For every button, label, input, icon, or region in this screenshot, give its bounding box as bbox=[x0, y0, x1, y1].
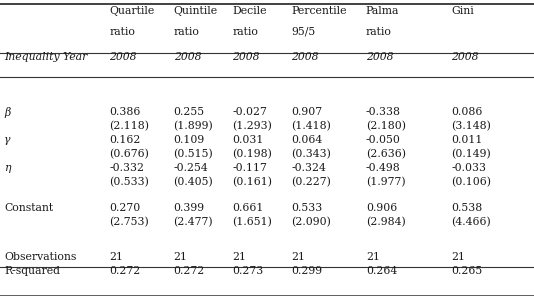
Text: (1.418): (1.418) bbox=[291, 121, 331, 131]
Text: η: η bbox=[4, 163, 11, 173]
Text: ratio: ratio bbox=[366, 27, 391, 37]
Text: Gini: Gini bbox=[451, 6, 474, 16]
Text: 2008: 2008 bbox=[174, 52, 201, 62]
Text: (1.977): (1.977) bbox=[366, 177, 405, 187]
Text: 0.109: 0.109 bbox=[174, 135, 205, 145]
Text: 2008: 2008 bbox=[232, 52, 260, 62]
Text: 2008: 2008 bbox=[451, 52, 478, 62]
Text: 0.255: 0.255 bbox=[174, 107, 205, 117]
Text: Decile: Decile bbox=[232, 6, 267, 16]
Text: 0.162: 0.162 bbox=[109, 135, 141, 145]
Text: Quintile: Quintile bbox=[174, 6, 218, 16]
Text: 0.272: 0.272 bbox=[174, 266, 205, 276]
Text: Palma: Palma bbox=[366, 6, 399, 16]
Text: ratio: ratio bbox=[174, 27, 199, 37]
Text: 0.265: 0.265 bbox=[451, 266, 483, 276]
Text: -0.050: -0.050 bbox=[366, 135, 400, 145]
Text: -0.338: -0.338 bbox=[366, 107, 401, 117]
Text: (0.149): (0.149) bbox=[451, 149, 491, 159]
Text: (0.161): (0.161) bbox=[232, 177, 272, 187]
Text: (4.466): (4.466) bbox=[451, 217, 491, 227]
Text: 0.386: 0.386 bbox=[109, 107, 141, 117]
Text: -0.332: -0.332 bbox=[109, 163, 145, 173]
Text: (2.118): (2.118) bbox=[109, 121, 150, 131]
Text: (2.636): (2.636) bbox=[366, 149, 406, 159]
Text: 0.538: 0.538 bbox=[451, 203, 483, 213]
Text: -0.033: -0.033 bbox=[451, 163, 486, 173]
Text: (0.676): (0.676) bbox=[109, 149, 150, 159]
Text: 0.906: 0.906 bbox=[366, 203, 397, 213]
Text: (2.477): (2.477) bbox=[174, 217, 213, 227]
Text: Quartile: Quartile bbox=[109, 6, 155, 16]
Text: 0.399: 0.399 bbox=[174, 203, 205, 213]
Text: 2008: 2008 bbox=[366, 52, 393, 62]
Text: (0.515): (0.515) bbox=[174, 149, 213, 159]
Text: β: β bbox=[4, 107, 11, 118]
Text: 0.661: 0.661 bbox=[232, 203, 264, 213]
Text: (0.533): (0.533) bbox=[109, 177, 150, 187]
Text: (0.198): (0.198) bbox=[232, 149, 272, 159]
Text: 0.031: 0.031 bbox=[232, 135, 264, 145]
Text: 0.273: 0.273 bbox=[232, 266, 264, 276]
Text: (2.180): (2.180) bbox=[366, 121, 406, 131]
Text: 0.272: 0.272 bbox=[109, 266, 141, 276]
Text: (0.227): (0.227) bbox=[291, 177, 331, 187]
Text: 21: 21 bbox=[366, 252, 380, 262]
Text: ratio: ratio bbox=[109, 27, 135, 37]
Text: Percentile: Percentile bbox=[291, 6, 347, 16]
Text: -0.254: -0.254 bbox=[174, 163, 208, 173]
Text: (2.090): (2.090) bbox=[291, 217, 331, 227]
Text: (1.899): (1.899) bbox=[174, 121, 213, 131]
Text: -0.117: -0.117 bbox=[232, 163, 267, 173]
Text: (0.343): (0.343) bbox=[291, 149, 331, 159]
Text: 21: 21 bbox=[291, 252, 305, 262]
Text: (2.984): (2.984) bbox=[366, 217, 405, 227]
Text: (2.753): (2.753) bbox=[109, 217, 149, 227]
Text: 21: 21 bbox=[174, 252, 187, 262]
Text: 21: 21 bbox=[451, 252, 465, 262]
Text: 0.086: 0.086 bbox=[451, 107, 483, 117]
Text: 0.011: 0.011 bbox=[451, 135, 483, 145]
Text: 2008: 2008 bbox=[109, 52, 137, 62]
Text: (1.651): (1.651) bbox=[232, 217, 272, 227]
Text: 0.264: 0.264 bbox=[366, 266, 397, 276]
Text: Constant: Constant bbox=[4, 203, 53, 213]
Text: R-squared: R-squared bbox=[4, 266, 60, 276]
Text: 2008: 2008 bbox=[291, 52, 318, 62]
Text: γ: γ bbox=[4, 135, 11, 145]
Text: 0.907: 0.907 bbox=[291, 107, 322, 117]
Text: Observations: Observations bbox=[4, 252, 77, 262]
Text: 0.064: 0.064 bbox=[291, 135, 323, 145]
Text: (1.293): (1.293) bbox=[232, 121, 272, 131]
Text: 95/5: 95/5 bbox=[291, 27, 315, 37]
Text: ratio: ratio bbox=[232, 27, 258, 37]
Text: 21: 21 bbox=[232, 252, 246, 262]
Text: (0.405): (0.405) bbox=[174, 177, 213, 187]
Text: 0.299: 0.299 bbox=[291, 266, 322, 276]
Text: (0.106): (0.106) bbox=[451, 177, 491, 187]
Text: -0.027: -0.027 bbox=[232, 107, 267, 117]
Text: 21: 21 bbox=[109, 252, 123, 262]
Text: 0.270: 0.270 bbox=[109, 203, 141, 213]
Text: 0.533: 0.533 bbox=[291, 203, 323, 213]
Text: (3.148): (3.148) bbox=[451, 121, 491, 131]
Text: -0.324: -0.324 bbox=[291, 163, 326, 173]
Text: Inequality Year: Inequality Year bbox=[4, 52, 88, 62]
Text: -0.498: -0.498 bbox=[366, 163, 400, 173]
